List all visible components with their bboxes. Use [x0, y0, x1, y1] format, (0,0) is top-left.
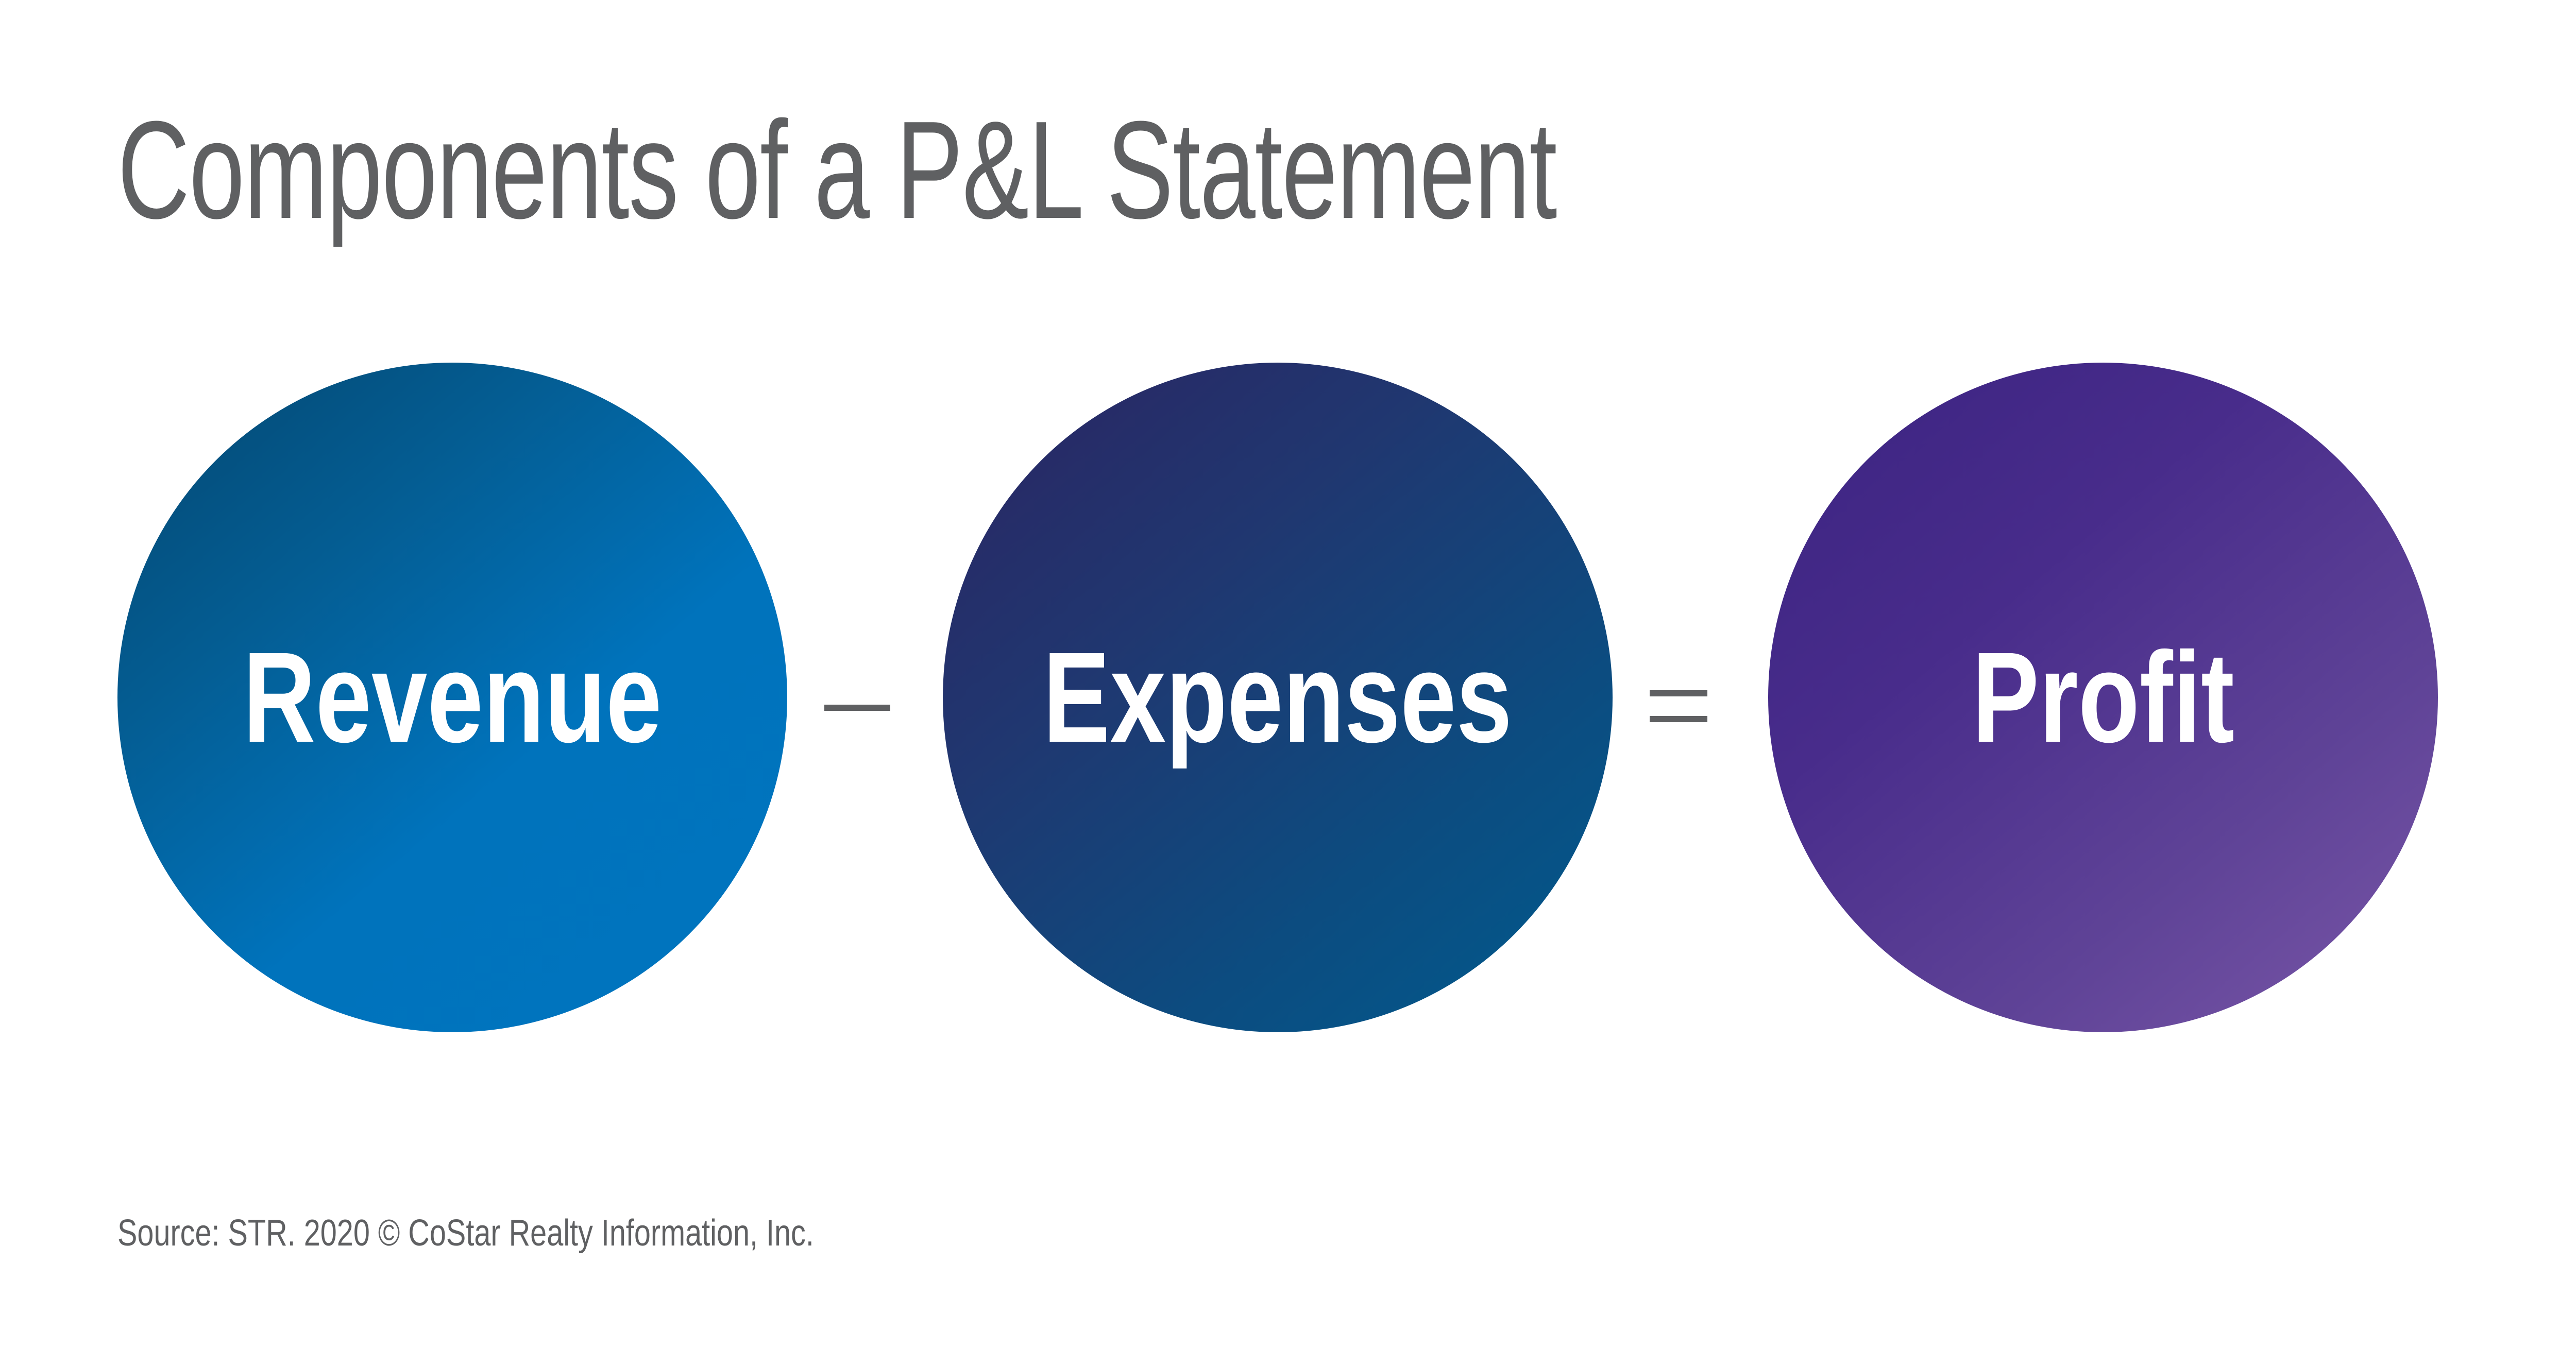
revenue-circle: Revenue — [117, 363, 787, 1032]
equals-operator-top-bar — [1650, 690, 1707, 696]
minus-operator — [824, 705, 890, 711]
profit-label: Profit — [1972, 625, 2234, 769]
profit-circle: Profit — [1768, 363, 2438, 1032]
revenue-label: Revenue — [243, 625, 662, 769]
page-title: Components of a P&L Statement — [117, 93, 1557, 248]
expenses-circle: Expenses — [943, 363, 1613, 1032]
equals-operator-bottom-bar — [1650, 716, 1707, 722]
source-note: Source: STR. 2020 © CoStar Realty Inform… — [117, 1213, 814, 1254]
expenses-label: Expenses — [1043, 625, 1513, 769]
